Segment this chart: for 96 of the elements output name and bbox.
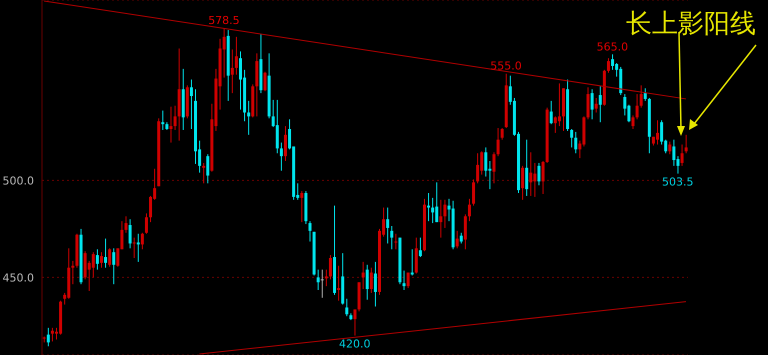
candlestick bbox=[144, 212, 148, 234]
candlestick bbox=[521, 165, 524, 200]
candlestick bbox=[542, 160, 545, 194]
candlestick bbox=[169, 106, 172, 144]
candlestick bbox=[631, 114, 634, 130]
y-tick-label: 450.0 bbox=[2, 271, 34, 284]
candlestick bbox=[533, 162, 536, 198]
candlestick bbox=[680, 144, 684, 166]
candlestick bbox=[644, 88, 647, 102]
candlestick bbox=[353, 308, 356, 336]
candlestick bbox=[418, 237, 422, 258]
candlestick bbox=[431, 197, 434, 224]
candlestick bbox=[390, 225, 394, 250]
candlestick bbox=[276, 99, 279, 154]
candlestick bbox=[406, 272, 410, 289]
candlestick bbox=[435, 182, 438, 223]
candlestick bbox=[574, 131, 578, 154]
candlestick bbox=[460, 232, 463, 244]
annotation: 565.0 bbox=[596, 40, 628, 54]
candlestick bbox=[558, 82, 561, 127]
candlestick bbox=[370, 267, 373, 294]
candlestick bbox=[328, 254, 332, 280]
candlestick bbox=[202, 162, 206, 184]
candlestick bbox=[230, 48, 234, 94]
y-tick-label: 500.0 bbox=[2, 174, 34, 188]
candlestick bbox=[640, 84, 643, 108]
candlestick bbox=[320, 269, 324, 298]
candlestick bbox=[284, 126, 287, 162]
candlestick bbox=[386, 207, 390, 244]
candlestick bbox=[590, 88, 594, 120]
candlestick bbox=[402, 270, 406, 291]
candlestick bbox=[456, 230, 459, 249]
annotation: 578.5 bbox=[208, 14, 240, 28]
candlestick bbox=[337, 265, 340, 302]
candlestick bbox=[234, 36, 238, 76]
candlestick bbox=[427, 192, 430, 222]
candlestick bbox=[300, 190, 304, 223]
candlestick bbox=[190, 79, 193, 130]
candlestick bbox=[174, 105, 177, 130]
annotation: 长上影阳线 bbox=[626, 8, 756, 41]
candlestick bbox=[537, 162, 540, 186]
candlestick bbox=[476, 152, 480, 184]
candlestick bbox=[128, 218, 132, 249]
candlestick bbox=[668, 141, 672, 155]
candlestick bbox=[316, 269, 320, 291]
candlestick bbox=[550, 100, 553, 125]
candlestick bbox=[136, 233, 140, 262]
candlestick bbox=[92, 252, 95, 278]
candlestick bbox=[280, 142, 283, 172]
candlestick bbox=[598, 86, 602, 123]
candlestick bbox=[238, 50, 242, 110]
candlestick bbox=[636, 94, 639, 120]
candlestick bbox=[46, 327, 50, 347]
candlestick bbox=[161, 110, 164, 130]
candlestick bbox=[484, 146, 488, 178]
candlestick bbox=[443, 199, 446, 228]
candlestick bbox=[496, 128, 500, 157]
candlestick bbox=[132, 237, 136, 259]
candlestick bbox=[410, 248, 414, 276]
candlestick bbox=[374, 261, 377, 308]
candlestick bbox=[472, 178, 476, 206]
candlestick bbox=[656, 120, 660, 146]
candlestick bbox=[264, 71, 267, 92]
candlestick bbox=[124, 216, 128, 234]
candlestick bbox=[345, 298, 348, 317]
candlestick bbox=[606, 58, 610, 74]
candlestick bbox=[362, 261, 365, 290]
candlestick bbox=[594, 97, 598, 114]
annotation: 503.5 bbox=[662, 175, 694, 188]
candlestick bbox=[586, 86, 590, 120]
candlestick bbox=[104, 238, 108, 268]
candlestick bbox=[140, 232, 144, 250]
candlestick bbox=[308, 220, 312, 242]
candlestick bbox=[500, 128, 504, 140]
candlestick bbox=[96, 248, 99, 270]
candlestick bbox=[112, 248, 116, 285]
candlestick bbox=[394, 233, 398, 250]
candlestick bbox=[439, 199, 442, 238]
candlestick bbox=[100, 252, 103, 268]
candlestick bbox=[108, 248, 112, 268]
candlestick bbox=[611, 54, 614, 70]
candlestick bbox=[525, 139, 528, 196]
candlestick bbox=[324, 269, 328, 287]
candlestick bbox=[464, 214, 467, 250]
candlestick bbox=[247, 100, 250, 136]
candlestick bbox=[554, 116, 557, 134]
candlestick bbox=[570, 128, 574, 148]
annotation: 420.0 bbox=[339, 337, 371, 350]
annotation: 555.0 bbox=[490, 60, 522, 73]
candlestick bbox=[366, 264, 369, 300]
candlestick bbox=[672, 139, 676, 166]
candlestick bbox=[529, 152, 532, 196]
candlestick bbox=[206, 154, 210, 184]
candlestick bbox=[684, 134, 688, 154]
candlestick bbox=[492, 152, 496, 184]
candlestick bbox=[468, 198, 471, 222]
